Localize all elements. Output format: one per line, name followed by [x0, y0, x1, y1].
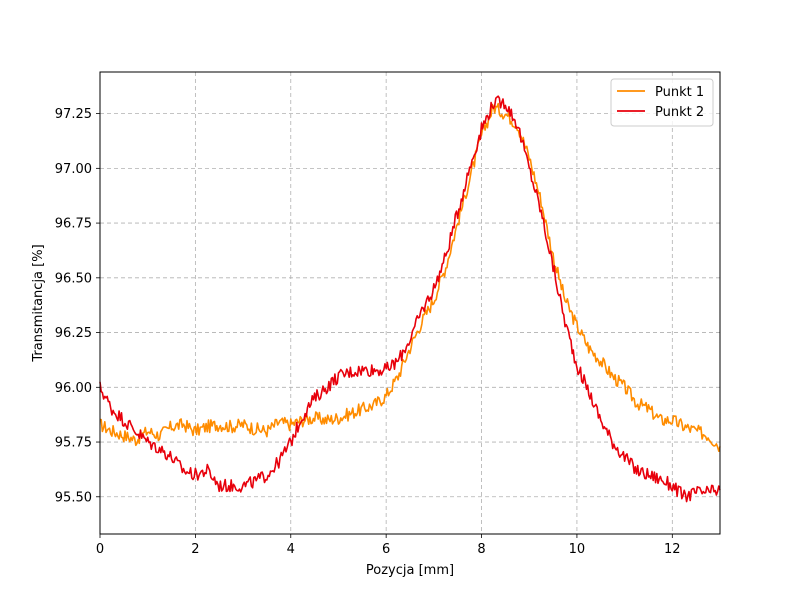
series-lines: [99, 95, 721, 503]
x-axis-title: Pozycja [mm]: [366, 563, 454, 578]
y-tick-label: 96.75: [55, 217, 92, 232]
series-line-punkt-2: [99, 95, 721, 503]
y-tick-label: 97.25: [55, 107, 92, 122]
legend: Punkt 1 Punkt 2: [610, 78, 714, 127]
y-tick-label: 96.00: [55, 381, 92, 396]
grid: [99, 72, 720, 534]
x-tick-label: 6: [382, 542, 390, 557]
series-line-punkt-1: [99, 102, 721, 452]
legend-label-punkt-1: Punkt 1: [655, 85, 704, 100]
y-tick-label: 96.50: [55, 271, 92, 286]
axis-ticks: 0 2 4 6 8 10 12 95.50 95.75 96.00 96.25 96.50 96.75 9…: [55, 107, 681, 557]
x-tick-label: 10: [569, 542, 586, 557]
x-tick-label: 4: [287, 542, 295, 557]
x-tick-label: 0: [96, 542, 104, 557]
x-tick-label: 12: [664, 542, 681, 557]
x-tick-label: 2: [191, 542, 199, 557]
y-tick-label: 95.75: [55, 436, 92, 451]
axes-frame: [99, 71, 721, 535]
y-axis-title: Transmitancja [%]: [31, 244, 46, 362]
legend-label-punkt-2: Punkt 2: [655, 105, 704, 120]
y-tick-label: 97.00: [55, 162, 92, 177]
y-tick-label: 96.25: [55, 326, 92, 341]
y-tick-label: 95.50: [55, 490, 92, 505]
x-tick-label: 8: [477, 542, 485, 557]
